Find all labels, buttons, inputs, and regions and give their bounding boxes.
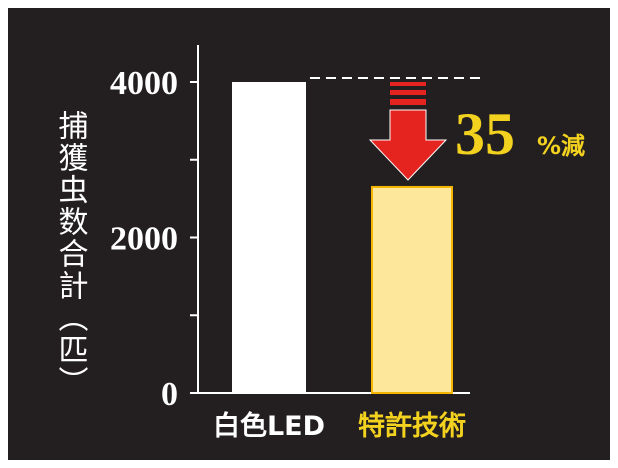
y-tick-label: 0 [161,376,178,413]
annotation-suffix: %減 [537,132,585,160]
bar [371,185,453,394]
y-axis-label: 捕獲虫数合計（匹） [53,110,89,398]
arrow [368,82,448,181]
background [8,8,610,460]
annotation-number: 35 [455,101,515,167]
x-tick-label: 特許技術 [358,411,466,442]
x-tick-label: 白色LED [213,410,325,442]
bar [232,82,306,393]
y-tick-label: 2000 [110,221,178,258]
y-tick-label: 4000 [110,65,178,102]
